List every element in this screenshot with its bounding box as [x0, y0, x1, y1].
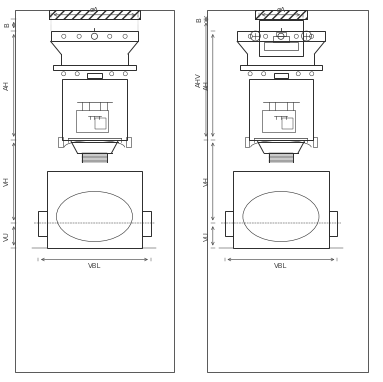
Bar	[282, 118, 293, 129]
Bar	[273, 36, 289, 42]
Text: B: B	[197, 17, 203, 22]
Bar	[329, 211, 337, 236]
Text: AH: AH	[204, 80, 210, 91]
Bar	[62, 79, 127, 139]
Bar	[274, 73, 288, 78]
Text: AH: AH	[4, 80, 10, 91]
Bar	[53, 65, 136, 70]
Bar	[240, 65, 322, 70]
Text: øA: øA	[277, 6, 285, 13]
Bar	[15, 10, 174, 372]
Bar	[58, 137, 63, 147]
Bar	[224, 211, 233, 236]
Bar	[76, 110, 108, 133]
Bar	[49, 10, 140, 19]
Bar	[245, 137, 249, 147]
Bar	[47, 171, 142, 248]
Text: øA: øA	[90, 6, 99, 13]
Bar	[87, 73, 101, 78]
Bar	[142, 211, 151, 236]
Bar	[264, 42, 298, 50]
Bar	[276, 32, 286, 36]
Bar	[237, 31, 325, 41]
Text: VBL: VBL	[274, 262, 288, 269]
Text: VU: VU	[4, 231, 10, 241]
Text: VU: VU	[204, 231, 210, 241]
Bar	[38, 211, 47, 236]
Bar	[249, 79, 313, 139]
Bar	[51, 31, 138, 41]
Bar	[233, 171, 329, 248]
Bar	[259, 20, 303, 56]
Bar	[313, 137, 317, 147]
Text: B: B	[4, 23, 10, 28]
Text: VH: VH	[4, 176, 10, 186]
Bar	[255, 10, 307, 19]
Text: VH: VH	[204, 176, 210, 186]
Text: AHV: AHV	[196, 72, 202, 87]
Bar	[262, 110, 295, 133]
Bar	[126, 137, 131, 147]
Text: VBL: VBL	[88, 262, 101, 269]
Bar	[207, 10, 368, 372]
Bar	[95, 118, 106, 129]
